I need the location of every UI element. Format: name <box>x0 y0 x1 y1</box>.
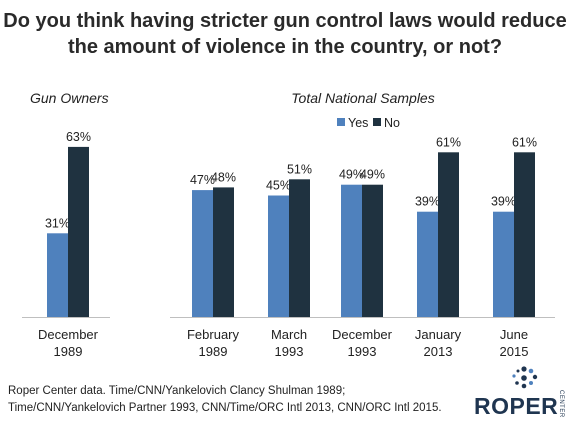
category-label: 2013 <box>424 344 453 359</box>
data-label-no: 48% <box>211 170 236 184</box>
legend-swatch-no <box>373 118 381 126</box>
legend-label-no: No <box>384 116 400 130</box>
bar-no <box>68 146 89 317</box>
data-label-no: 63% <box>66 130 91 144</box>
bar-yes <box>341 184 362 317</box>
logo-wordmark: ROPER <box>474 393 559 419</box>
category-label: 2015 <box>500 344 529 359</box>
bar-chart: Gun Owners 31% 63% December 1989 Total Nation… <box>22 90 555 359</box>
bar-no <box>514 152 535 317</box>
legend-swatch-yes <box>337 118 345 126</box>
category-label: 1993 <box>275 344 304 359</box>
source-line-2: Time/CNN/Yankelovich Partner 1993, CNN/T… <box>8 402 442 414</box>
bar-no <box>213 187 234 317</box>
logo-dots-icon <box>512 366 538 389</box>
category-label: January <box>415 327 462 342</box>
chart-title-line-1: Do you think having stricter gun control… <box>3 10 567 32</box>
bar-yes <box>192 190 213 317</box>
data-label-yes: 45% <box>266 179 291 193</box>
source-note: Roper Center data. Time/CNN/Yankelovich … <box>8 383 478 417</box>
bar-yes <box>47 233 68 317</box>
panel-label: Gun Owners <box>30 90 109 106</box>
data-label-yes: 31% <box>45 216 70 230</box>
data-label-yes: 39% <box>491 195 516 209</box>
panel-label: Total National Samples <box>291 90 434 106</box>
category-label: 1989 <box>199 344 228 359</box>
chart-title-line-2: the amount of violence in the country, o… <box>67 36 503 58</box>
data-label-yes: 47% <box>190 173 215 187</box>
bar-yes <box>268 195 289 317</box>
category-label: March <box>271 327 307 342</box>
data-label-no: 61% <box>436 135 461 149</box>
category-label: December <box>332 327 393 342</box>
bar-no <box>438 152 459 317</box>
category-label: February <box>187 327 240 342</box>
data-label-yes: 49% <box>339 168 364 182</box>
legend-label-yes: Yes <box>348 116 368 130</box>
category-label: December <box>38 327 99 342</box>
source-line-1: Roper Center data. Time/CNN/Yankelovich … <box>8 385 346 397</box>
data-label-no: 49% <box>360 168 385 182</box>
data-label-no: 61% <box>512 135 537 149</box>
category-label: June <box>500 327 528 342</box>
bar-yes <box>417 211 438 317</box>
bar-no <box>289 179 310 317</box>
chart-title: Do you think having stricter gun control… <box>0 8 570 60</box>
data-label-yes: 39% <box>415 195 440 209</box>
category-label: 1989 <box>54 344 83 359</box>
roper-center-logo: ROPER CENTER <box>474 364 566 422</box>
logo-subtext: CENTER <box>558 390 564 418</box>
bar-yes <box>493 211 514 317</box>
bar-no <box>362 184 383 317</box>
category-label: 1993 <box>348 344 377 359</box>
data-label-no: 51% <box>287 162 312 176</box>
